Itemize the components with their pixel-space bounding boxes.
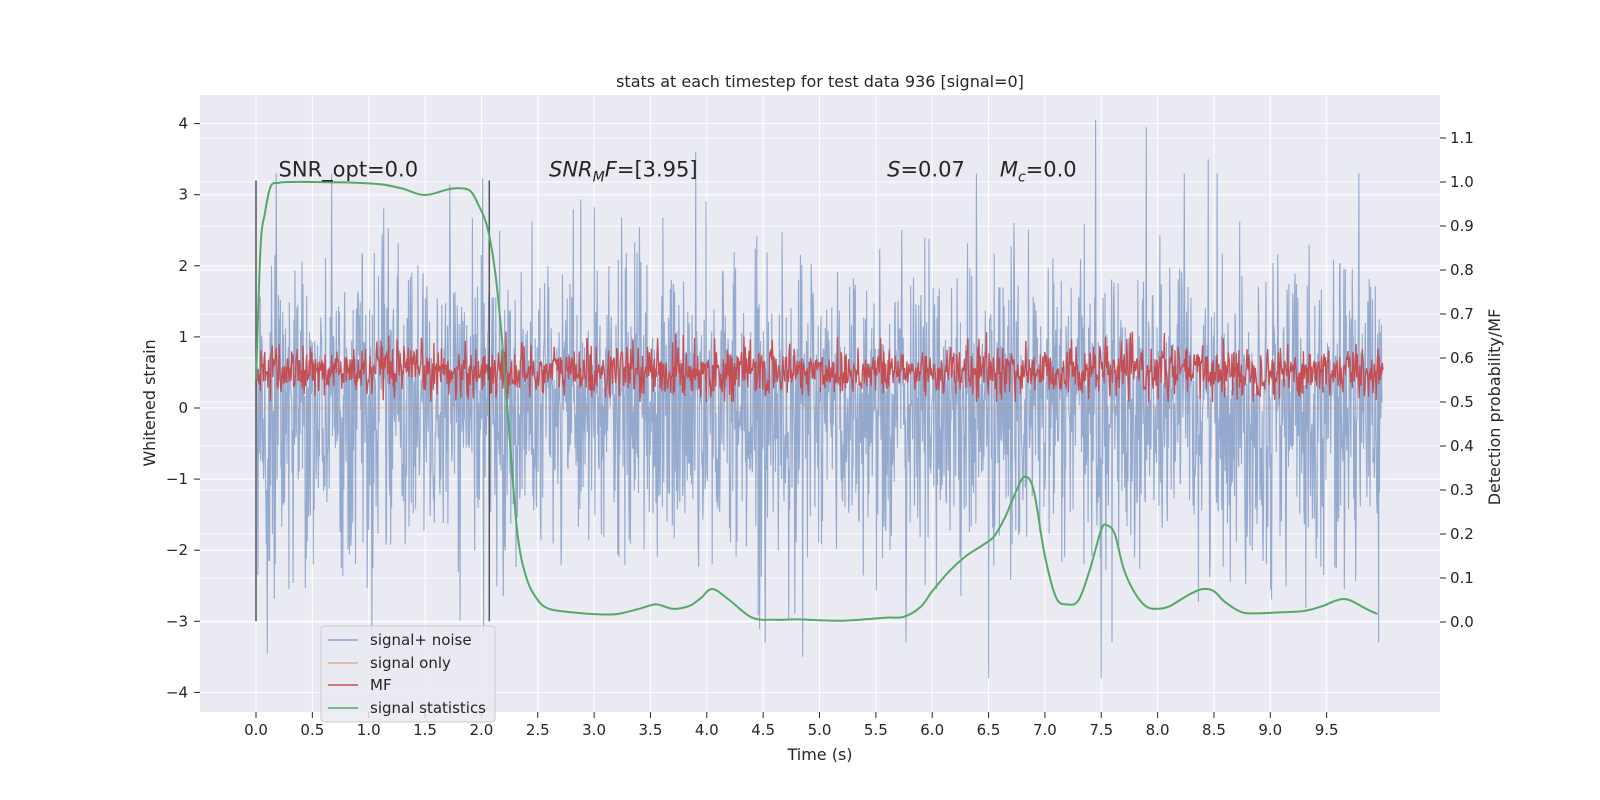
x-tick-label: 1.0 bbox=[357, 721, 381, 739]
signal-statistics-series bbox=[255, 180, 1378, 622]
y-tick-label: 0 bbox=[178, 399, 188, 417]
annotations: SNR_opt=0.0 SNRMF=[3.95] S=0.07 Mc=0.0 bbox=[279, 157, 1077, 185]
legend-label-signal-noise: signal+ noise bbox=[370, 631, 472, 649]
x-tick-label: 0.0 bbox=[244, 721, 268, 739]
y2-tick-label: 0.8 bbox=[1450, 261, 1474, 279]
annotation-text: S=0.07 bbox=[887, 157, 965, 181]
y-tick-label: −2 bbox=[166, 541, 188, 559]
x-tick-label: 3.5 bbox=[639, 721, 663, 739]
x-tick-label: 7.5 bbox=[1089, 721, 1113, 739]
x-tick-label: 6.0 bbox=[920, 721, 944, 739]
x-tick-label: 1.5 bbox=[413, 721, 437, 739]
legend-box bbox=[320, 625, 496, 723]
annotation-text: SNR_opt=0.0 bbox=[279, 157, 419, 182]
x-axis-label: Time (s) bbox=[786, 745, 852, 764]
signal-statistics-line bbox=[255, 180, 1378, 622]
y2-tick-label: 0.6 bbox=[1450, 349, 1474, 367]
x-tick-label: 2.5 bbox=[526, 721, 550, 739]
signal-noise-series bbox=[255, 119, 1383, 679]
x-tick-label: 5.5 bbox=[864, 721, 888, 739]
vertical-markers bbox=[255, 180, 491, 622]
x-tick-label: 2.0 bbox=[469, 721, 493, 739]
y-tick-label: 3 bbox=[178, 186, 188, 204]
y-tick-label: −1 bbox=[166, 470, 188, 488]
legend-label-mf: MF bbox=[370, 676, 392, 694]
y2-tick-label: 0.2 bbox=[1450, 525, 1474, 543]
y2-tick-label: 1.0 bbox=[1450, 173, 1474, 191]
y2-tick-label: 0.9 bbox=[1450, 217, 1474, 235]
legend-label-signal-statistics: signal statistics bbox=[370, 699, 486, 717]
mf-line bbox=[255, 331, 1384, 403]
mf-series bbox=[255, 331, 1384, 403]
signal-noise-line bbox=[255, 119, 1383, 679]
x-tick-label: 0.5 bbox=[300, 721, 324, 739]
x-tick-label: 3.0 bbox=[582, 721, 606, 739]
x-tick-label: 9.0 bbox=[1258, 721, 1282, 739]
y2-tick-label: 0.5 bbox=[1450, 393, 1474, 411]
x-tick-label: 9.5 bbox=[1315, 721, 1339, 739]
legend: signal+ noise signal only MF signal stat… bbox=[320, 625, 496, 723]
y2-tick-label: 0.7 bbox=[1450, 305, 1474, 323]
legend-label-signal-only: signal only bbox=[370, 654, 451, 672]
y2-tick-label: 0.0 bbox=[1450, 613, 1474, 631]
y2-axis-label: Detection probability/MF bbox=[1485, 309, 1504, 506]
y2-axis-ticks: 0.0 0.1 0.2 0.3 0.4 0.5 0.6 0.7 0.8 0.9 1.0 1.1 bbox=[1440, 129, 1474, 631]
y-tick-label: 1 bbox=[178, 328, 188, 346]
x-tick-label: 5.0 bbox=[808, 721, 832, 739]
y-tick-label: 4 bbox=[178, 115, 188, 133]
y2-tick-label: 0.1 bbox=[1450, 569, 1474, 587]
y2-tick-label: 0.3 bbox=[1450, 481, 1474, 499]
annotation-text: SNRMF=[3.95] bbox=[549, 157, 698, 185]
y2-tick-label: 1.1 bbox=[1450, 129, 1474, 147]
y-tick-label: −4 bbox=[166, 683, 188, 701]
y-axis-ticks: −4 −3 −2 −1 0 1 2 3 4 bbox=[166, 115, 200, 701]
x-tick-label: 7.0 bbox=[1033, 721, 1057, 739]
y2-tick-label: 0.4 bbox=[1450, 437, 1474, 455]
annotation-text: Mc=0.0 bbox=[1000, 157, 1077, 185]
x-tick-label: 8.0 bbox=[1146, 721, 1170, 739]
x-tick-label: 8.5 bbox=[1202, 721, 1226, 739]
y-tick-label: 2 bbox=[178, 257, 188, 275]
x-tick-label: 4.0 bbox=[695, 721, 719, 739]
x-axis-ticks: 0.0 0.5 1.0 1.5 2.0 2.5 3.0 3.5 4.0 4.5 5.0 5.5 6.0 6… bbox=[244, 712, 1339, 739]
y-tick-label: −3 bbox=[166, 612, 188, 630]
y-axis-label: Whitened strain bbox=[140, 339, 159, 466]
x-tick-label: 6.5 bbox=[977, 721, 1001, 739]
chart-title: stats at each timestep for test data 936… bbox=[616, 72, 1024, 91]
x-tick-label: 4.5 bbox=[751, 721, 775, 739]
